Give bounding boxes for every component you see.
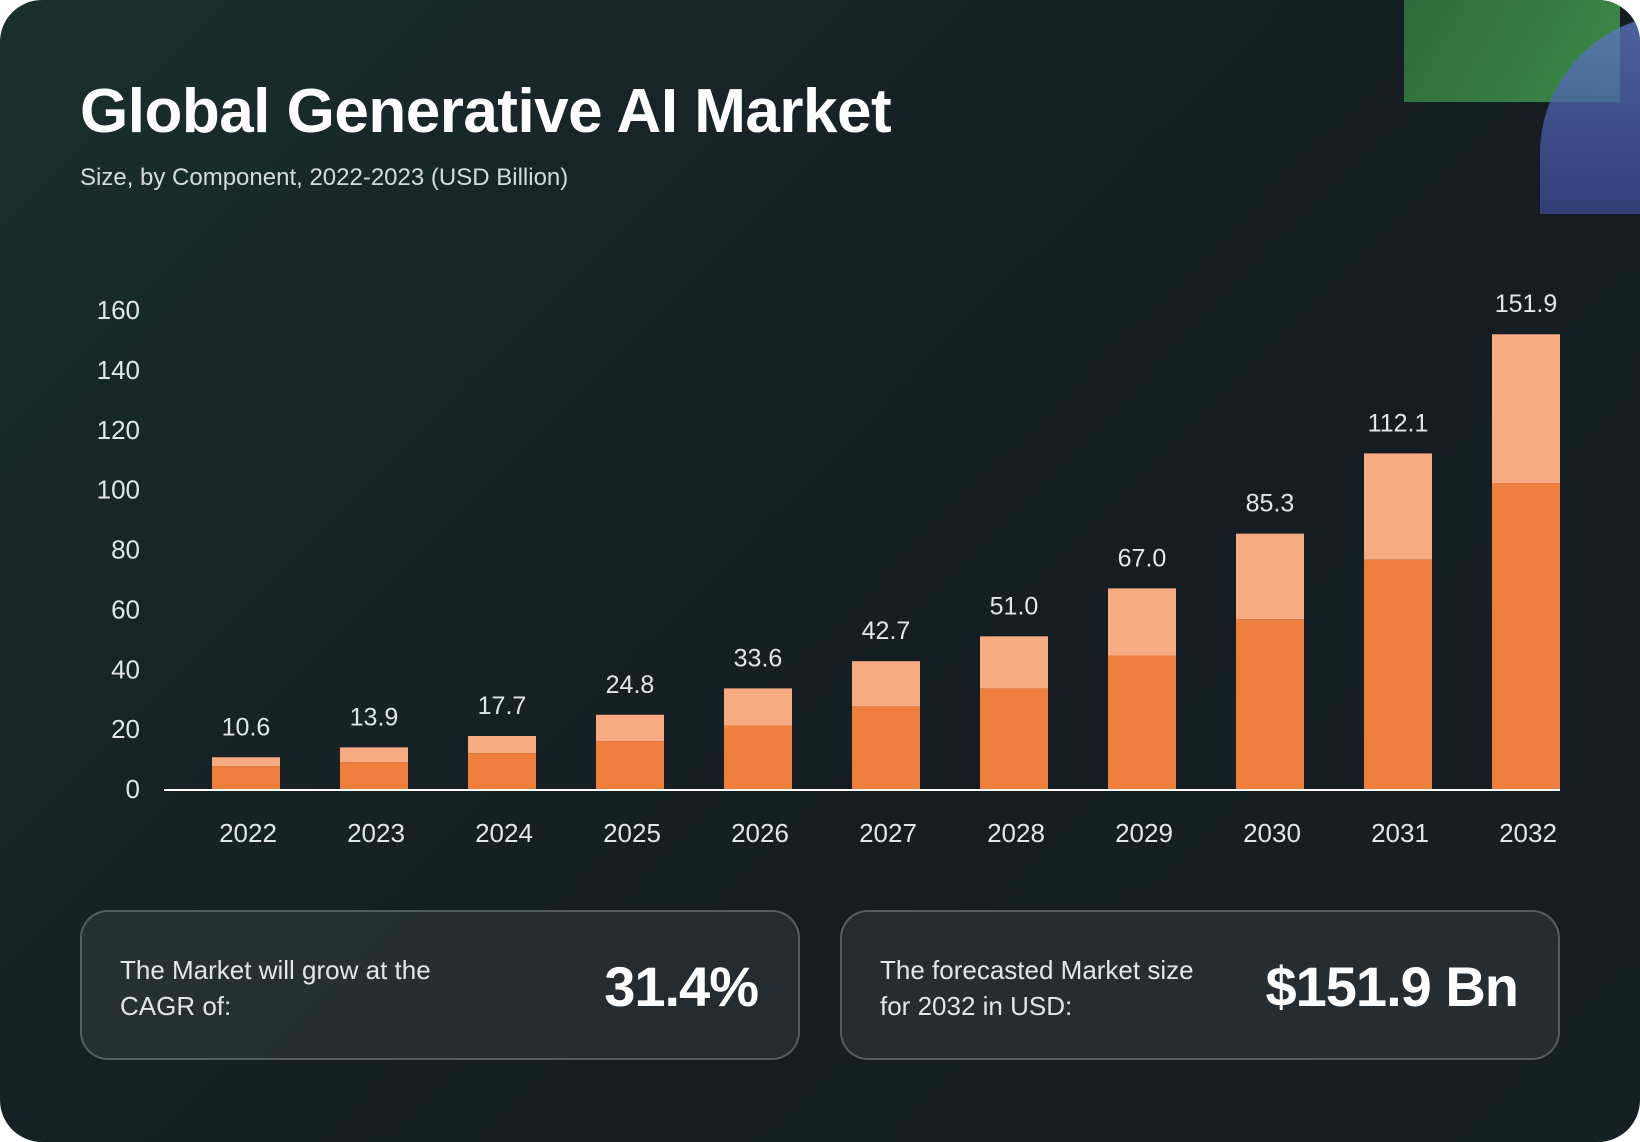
cagr-card: The Market will grow at the CAGR of: 31.…	[80, 910, 800, 1060]
bar-segment-base	[340, 762, 408, 789]
y-tick-label: 80	[111, 535, 140, 565]
y-tick-label: 40	[111, 654, 140, 684]
bar-segment-base	[1364, 559, 1432, 789]
x-tick-label: 2022	[219, 818, 277, 848]
forecast-label: The forecasted Market size for 2032 in U…	[880, 955, 1194, 1021]
bar-segment-top	[724, 688, 792, 726]
bar-segment-top	[596, 714, 664, 742]
bar-total-label: 33.6	[734, 644, 783, 672]
bar-total-label: 42.7	[862, 617, 911, 645]
bar-total-label: 17.7	[478, 692, 527, 720]
x-tick-label: 2026	[731, 818, 789, 848]
bar-segment-top	[1108, 588, 1176, 656]
bar-segment-top	[1236, 533, 1304, 620]
bar-total-label: 85.3	[1246, 490, 1295, 518]
forecast-card: The forecasted Market size for 2032 in U…	[840, 910, 1560, 1060]
x-tick-label: 2031	[1371, 818, 1429, 848]
stacked-bar-chart: 0 20 40 60 80 100 120 140 160 10.6 2022 13.9 2023 17.…	[97, 290, 1560, 848]
bar-segment-top	[1492, 334, 1560, 484]
y-tick-label: 160	[97, 295, 140, 325]
bar-segment-base	[1492, 483, 1560, 789]
bar-segment-base	[1108, 655, 1176, 789]
bar-segment-base	[724, 725, 792, 789]
bar-segment-base	[852, 706, 920, 789]
y-tick-label: 140	[97, 355, 140, 385]
bar-segment-base	[212, 766, 280, 789]
bar-segment-base	[1236, 619, 1304, 789]
bar-segment-top	[852, 661, 920, 707]
bar-segment-base	[980, 688, 1048, 789]
bar-segment-top	[1364, 453, 1432, 560]
x-tick-label: 2029	[1115, 818, 1173, 848]
cagr-value: 31.4%	[604, 955, 759, 1018]
bar-total-label: 51.0	[990, 592, 1039, 620]
bar-total-label: 151.9	[1495, 290, 1558, 318]
bar-segment-top	[468, 736, 536, 754]
y-tick-label: 120	[97, 415, 140, 445]
bar-segment-top	[980, 636, 1048, 689]
bar-total-label: 24.8	[606, 671, 655, 699]
y-tick-label: 0	[126, 774, 140, 804]
x-tick-label: 2023	[347, 818, 405, 848]
chart-title: Global Generative AI Market	[80, 77, 892, 146]
bar-segment-top	[340, 747, 408, 763]
x-tick-label: 2024	[475, 818, 533, 848]
y-tick-label: 20	[111, 714, 140, 744]
bar-total-label: 112.1	[1368, 409, 1429, 437]
y-tick-label: 100	[97, 475, 140, 505]
chart-subtitle: Size, by Component, 2022-2023 (USD Billi…	[80, 164, 569, 191]
bar-total-label: 67.0	[1118, 544, 1167, 572]
x-tick-label: 2030	[1243, 818, 1301, 848]
x-tick-label: 2025	[603, 818, 661, 848]
bar-segment-base	[468, 753, 536, 789]
y-tick-label: 60	[111, 594, 140, 624]
bar-segment-top	[212, 757, 280, 767]
x-tick-label: 2028	[987, 818, 1045, 848]
bar-total-label: 10.6	[222, 713, 271, 741]
x-tick-label: 2032	[1499, 818, 1557, 848]
bar-segment-base	[596, 741, 664, 789]
cagr-label: The Market will grow at the CAGR of:	[120, 955, 431, 1021]
x-tick-label: 2027	[859, 818, 917, 848]
forecast-value: $151.9 Bn	[1265, 955, 1519, 1018]
bar-total-label: 13.9	[350, 703, 399, 731]
